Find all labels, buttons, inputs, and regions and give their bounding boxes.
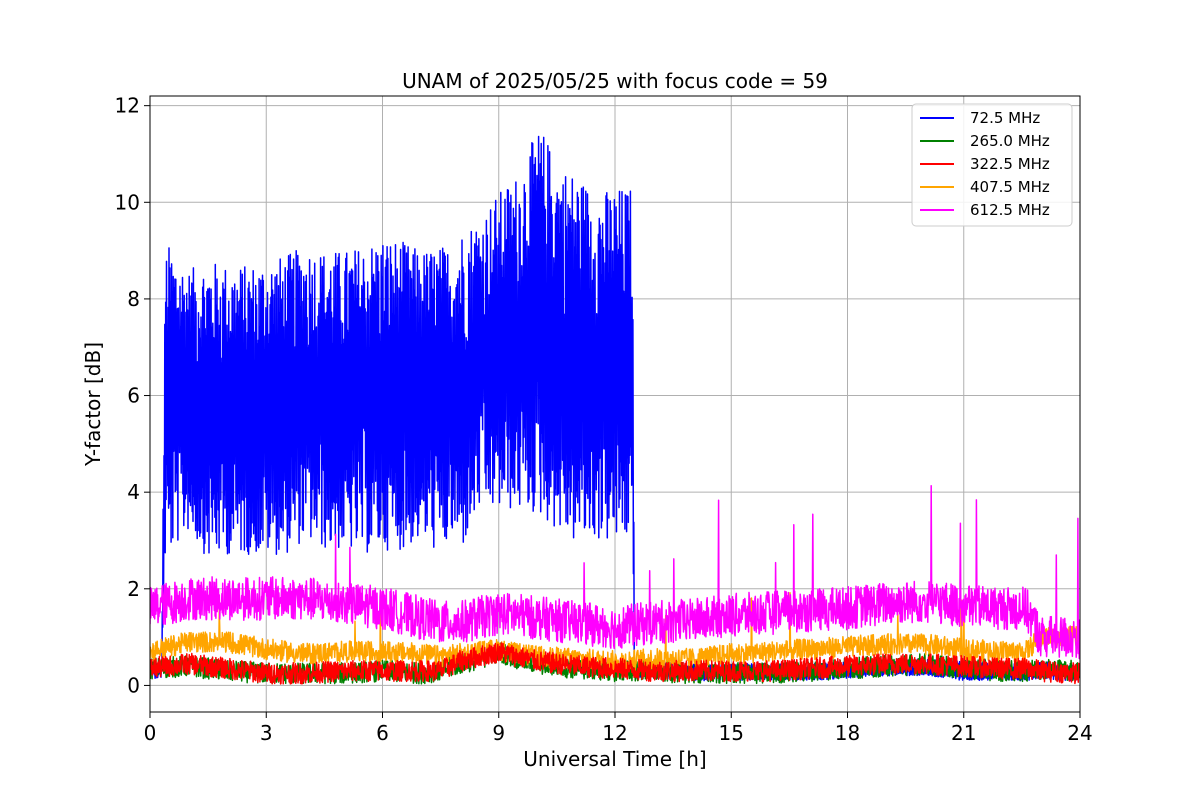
series-line: [150, 485, 1080, 660]
series-4: [150, 485, 1080, 660]
y-tick-label: 12: [115, 94, 140, 118]
x-tick-label: 0: [144, 721, 157, 745]
legend-box: [911, 103, 1073, 227]
x-tick-label: 9: [492, 721, 505, 745]
x-tick-label: 3: [260, 721, 273, 745]
y-tick-label: 2: [127, 577, 140, 601]
series-3: [150, 592, 1080, 672]
y-tick-label: 8: [127, 287, 140, 311]
chart-title: UNAM of 2025/05/25 with focus code = 59: [402, 69, 828, 93]
y-axis-label: Y-factor [dB]: [81, 342, 105, 467]
x-tick-label: 24: [1067, 721, 1092, 745]
legend-label: 322.5 MHz: [970, 155, 1050, 173]
plot-area: [150, 135, 1080, 685]
x-tick-label: 12: [602, 721, 627, 745]
legend: 72.5 MHz 265.0 MHz 322.5 MHz 407.5 MHz 612.5…: [911, 103, 1073, 227]
legend-label: 72.5 MHz: [970, 109, 1040, 127]
x-axis-label: Universal Time [h]: [523, 747, 706, 771]
y-tick-label: 10: [115, 190, 140, 214]
series-2: [150, 642, 1080, 685]
y-tick-label: 0: [127, 673, 140, 697]
series-line: [150, 642, 1080, 685]
legend-label: 265.0 MHz: [970, 132, 1050, 150]
legend-label: 612.5 MHz: [970, 201, 1050, 219]
series-line: [150, 592, 1080, 672]
x-tick-label: 6: [376, 721, 389, 745]
y-tick-label: 4: [127, 480, 140, 504]
x-tick-label: 21: [951, 721, 976, 745]
x-tick-label: 15: [719, 721, 744, 745]
legend-label: 407.5 MHz: [970, 178, 1050, 196]
x-tick-label: 18: [835, 721, 860, 745]
y-tick-label: 6: [127, 384, 140, 408]
